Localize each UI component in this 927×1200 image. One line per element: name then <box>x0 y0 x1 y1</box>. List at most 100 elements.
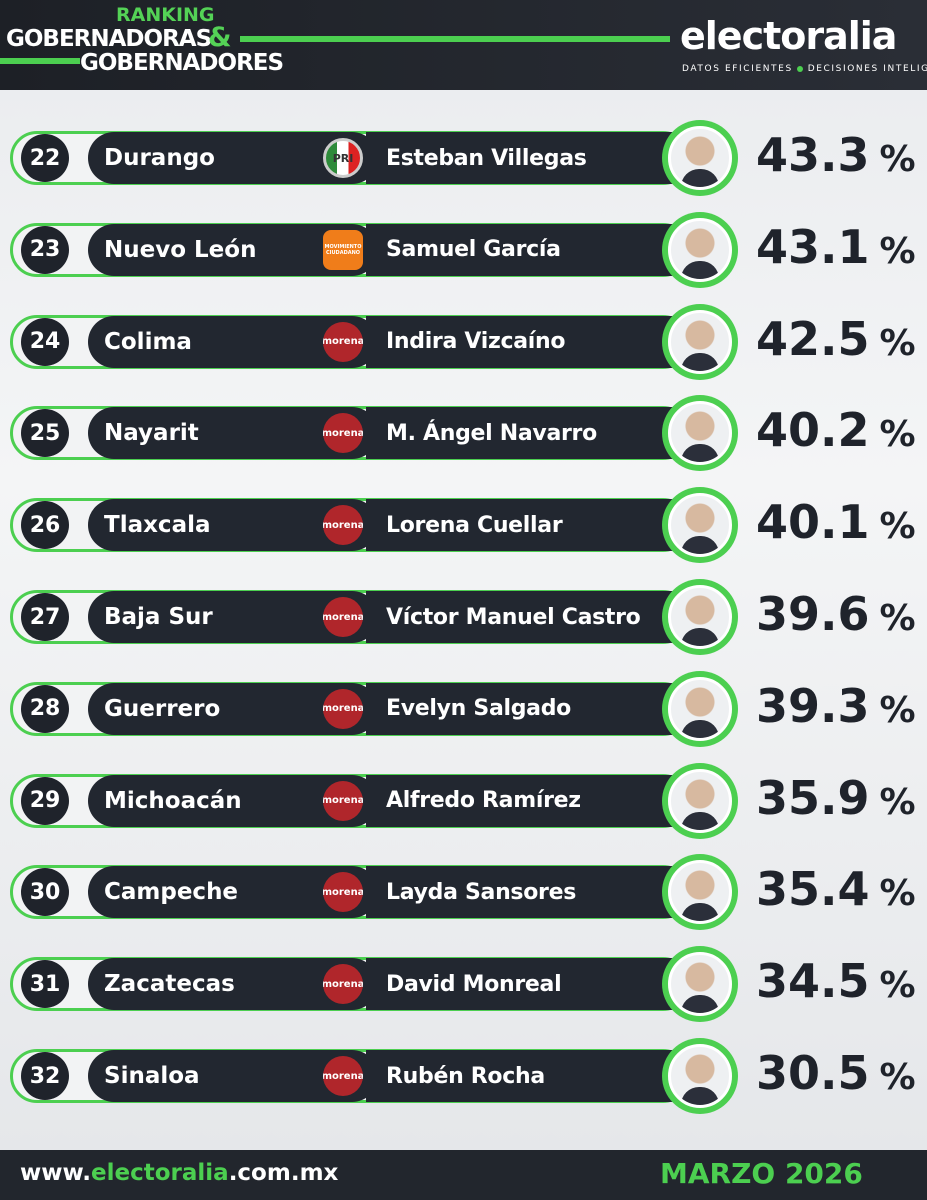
approval: 40.1% <box>756 495 916 549</box>
approval-value: 30.5 <box>756 1046 870 1100</box>
rank: 31 <box>21 960 69 1009</box>
approval: 39.3% <box>756 679 916 733</box>
approval: 34.5% <box>756 954 916 1008</box>
approval-value: 39.3 <box>756 678 870 733</box>
photo-ring <box>662 120 738 196</box>
approval: 43.3% <box>756 128 916 182</box>
party-logo: morena <box>323 597 363 637</box>
approval-value: 35.4 <box>756 862 870 917</box>
percent-sign: % <box>879 322 916 364</box>
approval: 35.4% <box>756 862 916 916</box>
photo-ring <box>662 1038 738 1114</box>
governor: Layda Sansores <box>366 866 676 919</box>
party-logo: morena <box>323 780 363 821</box>
governor-photo <box>668 952 732 1017</box>
percent-sign: % <box>879 689 916 731</box>
governor-photo <box>668 1044 732 1108</box>
governor: David Monreal <box>366 958 676 1011</box>
tagline: DATOS EFICIENTES DECISIONES INTELIGENTES <box>682 64 927 74</box>
percent-sign: % <box>879 965 916 1007</box>
website: www.electoralia.com.mx <box>20 1160 338 1186</box>
approval-value: 43.3 <box>756 128 870 182</box>
photo-ring <box>662 303 738 380</box>
rank: 24 <box>21 317 69 366</box>
photo-ring <box>662 395 738 472</box>
url-part: www. <box>20 1160 92 1186</box>
photo-ring <box>662 762 738 839</box>
rank: 23 <box>21 225 69 274</box>
governor-photo <box>668 217 732 282</box>
party-logo: morena <box>323 872 363 913</box>
party-logo: MOVIMIENTO CIUDADANO <box>323 229 363 270</box>
approval: 39.6% <box>756 587 916 641</box>
photo-ring <box>662 487 738 564</box>
rank: 30 <box>21 868 69 917</box>
title-line: GOBERNADORES <box>80 50 284 76</box>
party-logo: PRI <box>323 138 363 178</box>
approval: 43.1% <box>756 220 916 274</box>
governor-photo <box>668 676 732 741</box>
url-part: .com.mx <box>228 1160 339 1186</box>
approval: 30.5% <box>756 1046 916 1100</box>
governor: Esteban Villegas <box>366 132 676 184</box>
rank: 29 <box>21 776 69 825</box>
rank: 32 <box>21 1052 69 1100</box>
governor-photo <box>668 401 732 466</box>
accent-line <box>0 58 80 64</box>
governor-photo <box>668 493 732 558</box>
rank: 26 <box>21 501 69 550</box>
approval-value: 43.1 <box>756 219 870 274</box>
governor-photo <box>668 309 732 374</box>
governor-photo <box>668 860 732 925</box>
rank: 25 <box>21 409 69 458</box>
party-logo: morena <box>323 688 363 729</box>
percent-sign: % <box>879 414 916 456</box>
rank: 22 <box>21 134 69 182</box>
percent-sign: % <box>879 781 916 823</box>
percent-sign: % <box>879 506 916 548</box>
state: Michoacán <box>88 774 378 827</box>
approval-value: 34.5 <box>756 954 870 1009</box>
governor: Samuel García <box>366 223 676 276</box>
approval-value: 40.2 <box>756 403 870 458</box>
title-line: GOBERNADORAS <box>6 26 212 52</box>
dot <box>797 65 804 72</box>
approval-value: 35.9 <box>756 770 870 825</box>
governor: Alfredo Ramírez <box>366 774 676 827</box>
approval-value: 40.1 <box>756 495 870 550</box>
kicker: RANKING <box>116 4 215 26</box>
party-logo: morena <box>323 321 363 362</box>
governor: Víctor Manuel Castro <box>366 591 676 643</box>
party-logo: morena <box>323 505 363 546</box>
brand: electoralia <box>680 14 897 58</box>
photo-ring <box>662 579 738 655</box>
date: MARZO 2026 <box>660 1157 863 1190</box>
governor: M. Ángel Navarro <box>366 407 676 460</box>
percent-sign: % <box>879 1057 916 1098</box>
rank: 28 <box>21 684 69 733</box>
governor: Evelyn Salgado <box>366 682 676 735</box>
approval-value: 39.6 <box>756 587 870 641</box>
percent-sign: % <box>879 230 916 272</box>
governor: Indira Vizcaíno <box>366 315 676 368</box>
party-logo: morena <box>323 1056 363 1096</box>
percent-sign: % <box>879 139 916 180</box>
header: RANKING GOBERNADORAS & GOBERNADORES elec… <box>0 0 927 90</box>
tagline-text: DATOS EFICIENTES <box>682 64 793 74</box>
approval: 40.2% <box>756 403 916 457</box>
tagline-text: DECISIONES INTELIGENTES <box>807 64 927 74</box>
photo-ring <box>662 946 738 1023</box>
photo-ring <box>662 854 738 931</box>
rank: 27 <box>21 593 69 641</box>
url-part: electoralia <box>91 1160 229 1186</box>
approval: 42.5% <box>756 312 916 366</box>
ampersand: & <box>208 22 232 53</box>
governor: Rubén Rocha <box>366 1050 676 1102</box>
approval: 35.9% <box>756 771 916 825</box>
photo-ring <box>662 670 738 747</box>
party-logo: morena <box>323 413 363 454</box>
accent-line <box>240 36 670 42</box>
footer: www.electoralia.com.mx MARZO 2026 <box>0 1150 927 1200</box>
